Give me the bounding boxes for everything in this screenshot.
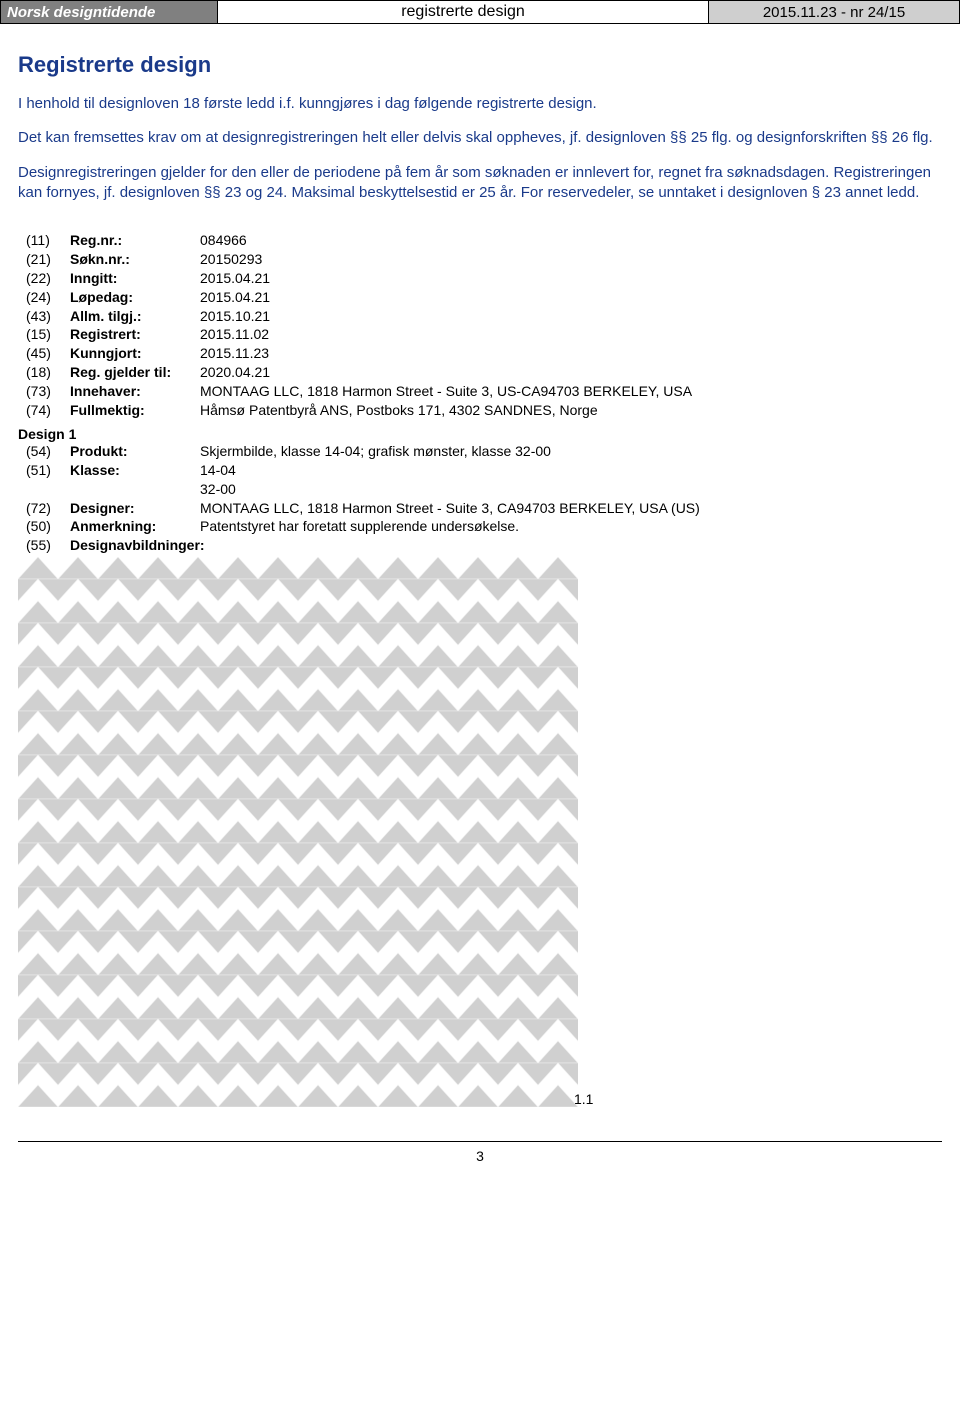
intro-p3: Designregistreringen gjelder for den ell…: [18, 163, 942, 204]
field-code: (18): [18, 363, 70, 382]
field-code: (55): [18, 536, 70, 555]
field-row: (15)Registrert:2015.11.02: [18, 325, 942, 344]
design-heading: Design 1: [18, 426, 942, 442]
field-value: 20150293: [200, 250, 942, 269]
field-code: (11): [18, 231, 70, 250]
field-code: (22): [18, 269, 70, 288]
field-label: Inngitt:: [70, 269, 200, 288]
field-code: (74): [18, 401, 70, 420]
field-row: (51)Klasse:14-04: [18, 461, 942, 480]
field-value: 2020.04.21: [200, 363, 942, 382]
field-value: MONTAAG LLC, 1818 Harmon Street - Suite …: [200, 499, 942, 518]
design-image: 1.1: [18, 557, 942, 1123]
field-value: Patentstyret har foretatt supplerende un…: [200, 517, 942, 536]
header-bar: Norsk designtidende registrerte design 2…: [0, 0, 960, 24]
field-row: (50)Anmerkning:Patentstyret har foretatt…: [18, 517, 942, 536]
field-row: (73)Innehaver:MONTAAG LLC, 1818 Harmon S…: [18, 382, 942, 401]
field-value: 2015.11.02: [200, 325, 942, 344]
field-code: (43): [18, 307, 70, 326]
field-code: (73): [18, 382, 70, 401]
field-code: (24): [18, 288, 70, 307]
field-row: (11)Reg.nr.:084966: [18, 231, 942, 250]
field-row: (55)Designavbildninger:: [18, 536, 942, 555]
field-row: (24)Løpedag:2015.04.21: [18, 288, 942, 307]
field-label: Allm. tilgj.:: [70, 307, 200, 326]
field-value: Skjermbilde, klasse 14-04; grafisk mønst…: [200, 442, 942, 461]
field-value: 2015.04.21: [200, 269, 942, 288]
image-caption: 1.1: [574, 1091, 960, 1107]
field-label: Klasse:: [70, 461, 200, 480]
field-row: (18)Reg. gjelder til:2020.04.21: [18, 363, 942, 382]
field-label: Reg. gjelder til:: [70, 363, 200, 382]
field-value: Håmsø Patentbyrå ANS, Postboks 171, 4302…: [200, 401, 942, 420]
field-code: (45): [18, 344, 70, 363]
field-label: Designer:: [70, 499, 200, 518]
field-label: Løpedag:: [70, 288, 200, 307]
field-row: (22)Inngitt:2015.04.21: [18, 269, 942, 288]
design-fields: (54)Produkt:Skjermbilde, klasse 14-04; g…: [18, 442, 942, 555]
field-label: Innehaver:: [70, 382, 200, 401]
field-row: (54)Produkt:Skjermbilde, klasse 14-04; g…: [18, 442, 942, 461]
field-code: (50): [18, 517, 70, 536]
field-label: Registrert:: [70, 325, 200, 344]
field-code: (51): [18, 461, 70, 480]
field-value: 14-04: [200, 461, 942, 480]
page-number: 3: [0, 1148, 960, 1182]
header-brand: Norsk designtidende: [1, 1, 218, 23]
field-label: Fullmektig:: [70, 401, 200, 420]
field-value: MONTAAG LLC, 1818 Harmon Street - Suite …: [200, 382, 942, 401]
field-code: [18, 480, 70, 499]
field-label: Reg.nr.:: [70, 231, 200, 250]
header-center: registrerte design: [218, 1, 709, 23]
field-label: Anmerkning:: [70, 517, 200, 536]
intro-block: I henhold til designloven 18 første ledd…: [18, 94, 942, 203]
field-code: (21): [18, 250, 70, 269]
field-value: 084966: [200, 231, 942, 250]
intro-p1: I henhold til designloven 18 første ledd…: [18, 94, 942, 114]
field-row: (43)Allm. tilgj.:2015.10.21: [18, 307, 942, 326]
field-label: [70, 480, 200, 499]
field-row: (21)Søkn.nr.:20150293: [18, 250, 942, 269]
field-code: (72): [18, 499, 70, 518]
field-value: 32-00: [200, 480, 942, 499]
page-title: Registrerte design: [18, 52, 942, 78]
record-fields: (11)Reg.nr.:084966(21)Søkn.nr.:20150293(…: [18, 231, 942, 420]
field-label: Designavbildninger:: [70, 536, 200, 555]
field-value: [200, 536, 942, 555]
header-issue: 2015.11.23 - nr 24/15: [709, 1, 959, 23]
field-label: Kunngjort:: [70, 344, 200, 363]
field-value: 2015.04.21: [200, 288, 942, 307]
field-row: (74)Fullmektig:Håmsø Patentbyrå ANS, Pos…: [18, 401, 942, 420]
field-label: Søkn.nr.:: [70, 250, 200, 269]
footer-divider: [18, 1141, 942, 1142]
intro-p2: Det kan fremsettes krav om at designregi…: [18, 128, 942, 148]
field-value: 2015.10.21: [200, 307, 942, 326]
field-label: Produkt:: [70, 442, 200, 461]
field-code: (15): [18, 325, 70, 344]
field-row: (72)Designer:MONTAAG LLC, 1818 Harmon St…: [18, 499, 942, 518]
triangle-pattern-svg: [18, 557, 578, 1107]
field-value: 2015.11.23: [200, 344, 942, 363]
field-row: 32-00: [18, 480, 942, 499]
field-row: (45)Kunngjort:2015.11.23: [18, 344, 942, 363]
field-code: (54): [18, 442, 70, 461]
page-content: Registrerte design I henhold til designl…: [0, 24, 960, 1131]
